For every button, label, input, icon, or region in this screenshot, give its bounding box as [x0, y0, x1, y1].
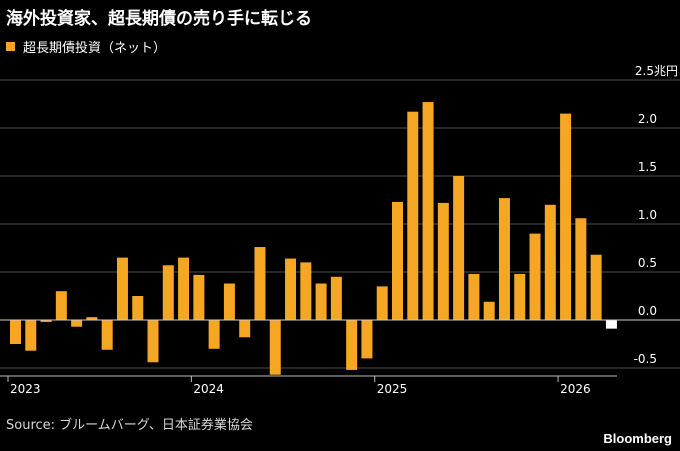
legend: 超長期債投資（ネット）	[6, 37, 166, 56]
x-tick-label: 2023	[10, 382, 41, 396]
y-tick-label: 1.0	[638, 208, 657, 222]
bar	[71, 320, 83, 327]
bar	[468, 273, 480, 320]
bar	[285, 258, 297, 320]
source-note: Source: ブルームバーグ、日本証券業協会	[6, 418, 253, 433]
bar	[361, 320, 373, 359]
x-tick-label: 2026	[560, 382, 591, 396]
bar	[162, 265, 174, 320]
bloomberg-logo: Bloomberg	[603, 431, 672, 446]
x-tick-label: 2025	[377, 382, 408, 396]
bar	[147, 320, 159, 363]
bar	[514, 273, 526, 320]
bar	[55, 291, 67, 320]
bar	[498, 198, 510, 320]
bar	[193, 274, 205, 320]
bar	[269, 320, 281, 375]
bar	[422, 102, 434, 320]
y-tick-label: 2.0	[638, 112, 657, 126]
bar	[590, 254, 602, 320]
bar	[208, 320, 220, 349]
bar	[223, 283, 235, 320]
y-tick-label: 0.5	[638, 256, 657, 270]
x-tick-label: 2024	[193, 382, 224, 396]
bar	[453, 176, 465, 320]
y-tick-label: 2.5兆円	[635, 64, 678, 78]
bar	[178, 257, 190, 320]
bar	[575, 218, 587, 320]
bar	[330, 276, 342, 320]
y-tick-label: 0.0	[638, 304, 657, 318]
bar	[116, 257, 128, 320]
bar	[10, 320, 21, 344]
bar	[239, 320, 251, 338]
bar	[544, 204, 556, 320]
bar	[392, 201, 403, 320]
bar	[40, 320, 52, 322]
bar-latest	[605, 320, 617, 329]
bar	[86, 317, 98, 320]
bar	[437, 202, 449, 320]
bar	[346, 320, 358, 370]
legend-swatch	[6, 42, 15, 51]
bar	[25, 320, 37, 351]
bar	[529, 233, 541, 320]
y-tick-label: 1.5	[638, 160, 657, 174]
y-tick-label: -0.5	[634, 352, 657, 366]
bar	[132, 296, 144, 320]
bar	[315, 283, 327, 320]
chart-title: 海外投資家、超長期債の売り手に転じる	[6, 9, 312, 29]
legend-label: 超長期債投資（ネット）	[23, 41, 167, 56]
bar	[560, 113, 572, 320]
bar	[483, 301, 495, 320]
bar	[101, 320, 113, 350]
bar	[376, 286, 388, 320]
bar	[300, 262, 312, 320]
bar	[407, 111, 419, 321]
bar	[254, 247, 266, 320]
